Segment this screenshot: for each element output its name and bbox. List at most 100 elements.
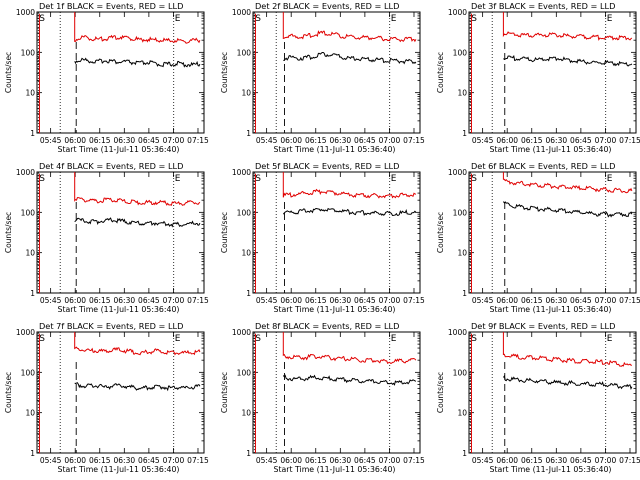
events-series — [283, 52, 417, 65]
lld-series — [74, 332, 201, 356]
events-series — [502, 375, 633, 391]
x-tick-label: 07:00 — [163, 296, 185, 305]
end-marker-label: E — [607, 334, 613, 344]
y-tick-label: 1000 — [448, 168, 467, 177]
start-marker-label: S — [39, 14, 45, 24]
y-tick-label: 100 — [21, 48, 36, 57]
y-tick-label: 1 — [462, 449, 467, 458]
events-series — [74, 382, 201, 392]
x-tick-label: 07:15 — [619, 296, 640, 305]
y-tick-label: 10 — [241, 409, 251, 418]
y-tick-label: 100 — [237, 48, 252, 57]
plot-frame — [468, 331, 637, 454]
x-tick-label: 06:30 — [546, 296, 568, 305]
x-tick-label: 07:00 — [379, 296, 401, 305]
x-axis-label: Start Time (11-Jul-11 05:36:40) — [274, 305, 396, 314]
y-tick-label: 1000 — [232, 8, 251, 17]
x-tick-label: 06:00 — [64, 456, 86, 465]
x-axis-label: Start Time (11-Jul-11 05:36:40) — [274, 145, 396, 154]
x-axis-label: Start Time (11-Jul-11 05:36:40) — [58, 465, 180, 474]
plot-frame — [252, 171, 421, 294]
panel-det-8: Det 8f BLACK = Events, RED = LLD 1 10 100 10… — [220, 321, 425, 474]
start-marker-label: S — [471, 334, 477, 344]
panel-det-9: Det 9f BLACK = Events, RED = LLD 1 10 100 10… — [436, 321, 640, 474]
end-marker-label: E — [175, 334, 181, 344]
x-axis-label: Start Time (11-Jul-11 05:36:40) — [490, 145, 612, 154]
y-tick-label: 10 — [25, 249, 35, 258]
x-tick-label: 07:00 — [163, 456, 185, 465]
panel-title: Det 5f BLACK = Events, RED = LLD — [255, 161, 399, 171]
x-tick-label: 06:00 — [280, 136, 302, 145]
y-axis-label: Counts/sec — [220, 372, 229, 413]
y-tick-label: 100 — [453, 368, 468, 377]
x-tick-label: 06:30 — [330, 456, 352, 465]
x-axis-label: Start Time (11-Jul-11 05:36:40) — [274, 465, 396, 474]
x-tick-label: 07:15 — [403, 296, 425, 305]
y-tick-label: 1 — [462, 129, 467, 138]
y-tick-label: 100 — [21, 208, 36, 217]
y-tick-label: 10 — [241, 89, 251, 98]
x-tick-label: 05:45 — [40, 296, 62, 305]
x-tick-label: 07:15 — [619, 136, 640, 145]
x-tick-label: 07:00 — [379, 456, 401, 465]
x-tick-label: 05:45 — [472, 456, 494, 465]
panel-det-1: Det 1f BLACK = Events, RED = LLD 1 10 100 10… — [4, 1, 209, 154]
events-series — [503, 54, 633, 67]
x-tick-label: 06:00 — [64, 136, 86, 145]
x-tick-label: 06:00 — [280, 456, 302, 465]
x-tick-label: 07:15 — [187, 456, 209, 465]
start-marker-label: S — [39, 334, 45, 344]
y-tick-label: 100 — [237, 368, 252, 377]
x-tick-label: 07:15 — [187, 296, 209, 305]
x-tick-label: 07:00 — [163, 136, 185, 145]
x-tick-label: 06:45 — [354, 456, 376, 465]
panel-title: Det 6f BLACK = Events, RED = LLD — [471, 161, 615, 171]
x-axis-label: Start Time (11-Jul-11 05:36:40) — [58, 305, 180, 314]
x-tick-label: 06:15 — [521, 456, 543, 465]
end-marker-label: E — [391, 174, 397, 184]
x-tick-label: 06:45 — [138, 296, 160, 305]
events-series — [74, 57, 201, 68]
start-marker-label: S — [255, 174, 261, 184]
x-tick-label: 06:15 — [521, 136, 543, 145]
x-tick-label: 06:00 — [496, 296, 518, 305]
y-tick-label: 10 — [25, 409, 35, 418]
x-tick-label: 05:45 — [256, 456, 278, 465]
x-tick-label: 06:45 — [570, 456, 592, 465]
y-tick-label: 1 — [246, 289, 251, 298]
events-series — [74, 217, 201, 228]
lld-series — [282, 12, 417, 43]
x-tick-label: 06:00 — [496, 456, 518, 465]
y-tick-label: 100 — [453, 208, 468, 217]
x-tick-label: 06:45 — [138, 136, 160, 145]
end-marker-label: E — [391, 334, 397, 344]
x-tick-label: 06:30 — [330, 136, 352, 145]
y-tick-label: 10 — [241, 249, 251, 258]
x-tick-label: 06:45 — [138, 456, 160, 465]
x-tick-label: 06:30 — [546, 456, 568, 465]
y-tick-label: 1000 — [16, 168, 35, 177]
panel-det-5: Det 5f BLACK = Events, RED = LLD 1 10 100 10… — [220, 161, 425, 314]
panel-det-3: Det 3f BLACK = Events, RED = LLD 1 10 100 10… — [436, 1, 640, 154]
plot-frame — [252, 11, 421, 134]
lld-series — [74, 12, 201, 44]
plot-frame — [36, 171, 205, 294]
x-axis-label: Start Time (11-Jul-11 05:36:40) — [490, 465, 612, 474]
x-tick-label: 05:45 — [472, 136, 494, 145]
x-tick-label: 06:45 — [570, 296, 592, 305]
y-tick-label: 1000 — [16, 328, 35, 337]
x-tick-label: 06:30 — [114, 456, 136, 465]
start-marker-label: S — [255, 14, 261, 24]
lld-series — [282, 332, 417, 365]
start-marker-label: S — [39, 174, 45, 184]
panel-det-7: Det 7f BLACK = Events, RED = LLD 1 10 100 10… — [4, 321, 209, 474]
y-tick-label: 1000 — [448, 8, 467, 17]
x-tick-label: 06:30 — [330, 296, 352, 305]
y-tick-label: 100 — [21, 368, 36, 377]
y-tick-label: 100 — [453, 48, 468, 57]
end-marker-label: E — [607, 174, 613, 184]
panel-title: Det 2f BLACK = Events, RED = LLD — [255, 1, 399, 11]
x-tick-label: 06:30 — [114, 296, 136, 305]
events-series — [502, 201, 633, 218]
x-tick-label: 06:30 — [114, 136, 136, 145]
